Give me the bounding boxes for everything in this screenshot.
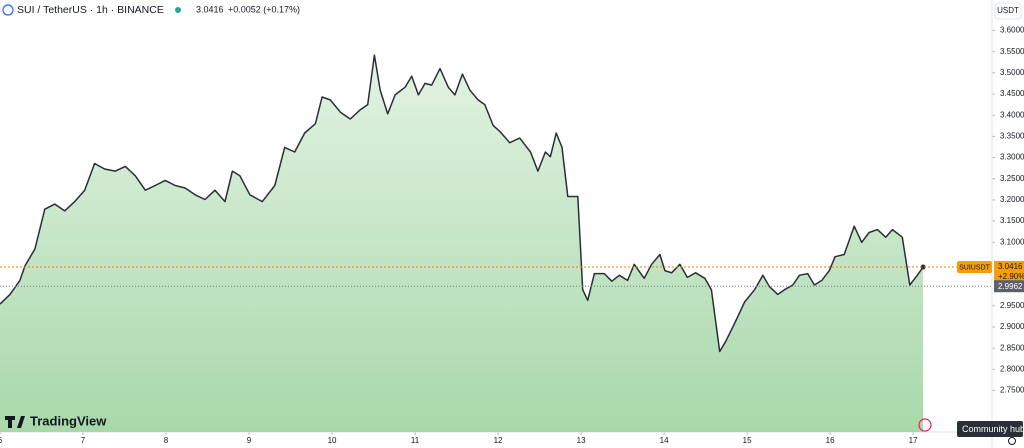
x-tick-label: 14 bbox=[660, 436, 669, 445]
tooltip-box bbox=[957, 421, 1023, 437]
price-change-label: +2.90% bbox=[998, 272, 1024, 281]
y-tick-label: 3.4500 bbox=[1000, 89, 1024, 98]
y-tick-label: 3.4000 bbox=[1000, 110, 1024, 119]
symbol-icon bbox=[2, 4, 14, 16]
y-tick-label: 3.5000 bbox=[1000, 68, 1024, 77]
settings-icon[interactable] bbox=[1008, 437, 1016, 445]
reference-label-box bbox=[994, 280, 1024, 293]
y-tick-label: 3.2500 bbox=[1000, 174, 1024, 183]
flash-icon[interactable] bbox=[918, 418, 932, 432]
y-tick-label: 3.1500 bbox=[1000, 216, 1024, 225]
last-point bbox=[920, 264, 926, 270]
x-tick-label: 11 bbox=[411, 436, 420, 445]
plot-area bbox=[0, 0, 995, 448]
symbol-label-box bbox=[957, 260, 992, 273]
logo[interactable]: TradingView bbox=[5, 413, 107, 428]
x-tick-label: 12 bbox=[494, 436, 503, 445]
x-tick-label: 10 bbox=[328, 436, 337, 445]
symbol-title[interactable]: SUI / TetherUS · 1h · BINANCE bbox=[17, 4, 164, 16]
y-tick-label: 3.2000 bbox=[1000, 195, 1024, 204]
area-fill bbox=[0, 55, 924, 432]
y-tick-label: 3.1000 bbox=[1000, 237, 1024, 246]
y-tick-label: 3.5500 bbox=[1000, 47, 1024, 56]
y-tick-label: 2.9000 bbox=[1000, 322, 1024, 331]
x-tick-label: 6 bbox=[0, 436, 3, 445]
y-tick-label: 3.6000 bbox=[1000, 26, 1024, 35]
x-tick-label: 7 bbox=[81, 436, 86, 445]
y-tick-label: 3.3500 bbox=[1000, 131, 1024, 140]
y-tick-label: 2.9500 bbox=[1000, 301, 1024, 310]
x-tick-label: 16 bbox=[826, 436, 835, 445]
y-tick-label: 2.8500 bbox=[1000, 343, 1024, 352]
tooltip-text: Community hub bbox=[962, 424, 1024, 434]
price-line bbox=[0, 54, 924, 353]
price-label: 3.0416 bbox=[998, 262, 1023, 271]
reference-label: 2.9962 bbox=[998, 282, 1023, 291]
x-tick-label: 13 bbox=[577, 436, 586, 445]
header-price: 3.0416 bbox=[196, 4, 224, 14]
y-tick-label: 2.7500 bbox=[1000, 386, 1024, 395]
x-tick-label: 15 bbox=[743, 436, 752, 445]
y-tick-label: 3.3000 bbox=[1000, 153, 1024, 162]
unit-box[interactable] bbox=[994, 2, 1022, 20]
axis-unit: USDT bbox=[997, 6, 1019, 15]
header-change: +0.0052 (+0.17%) bbox=[228, 4, 300, 14]
logo-text: TradingView bbox=[30, 413, 107, 428]
market-status bbox=[175, 7, 181, 13]
symbol-label: SUIUSDT bbox=[959, 264, 990, 271]
x-tick-label: 17 bbox=[909, 436, 918, 445]
x-tick-label: 8 bbox=[164, 436, 169, 445]
y-tick-label: 2.8000 bbox=[1000, 364, 1024, 373]
x-tick-label: 9 bbox=[247, 436, 252, 445]
price-label-box bbox=[994, 260, 1024, 283]
